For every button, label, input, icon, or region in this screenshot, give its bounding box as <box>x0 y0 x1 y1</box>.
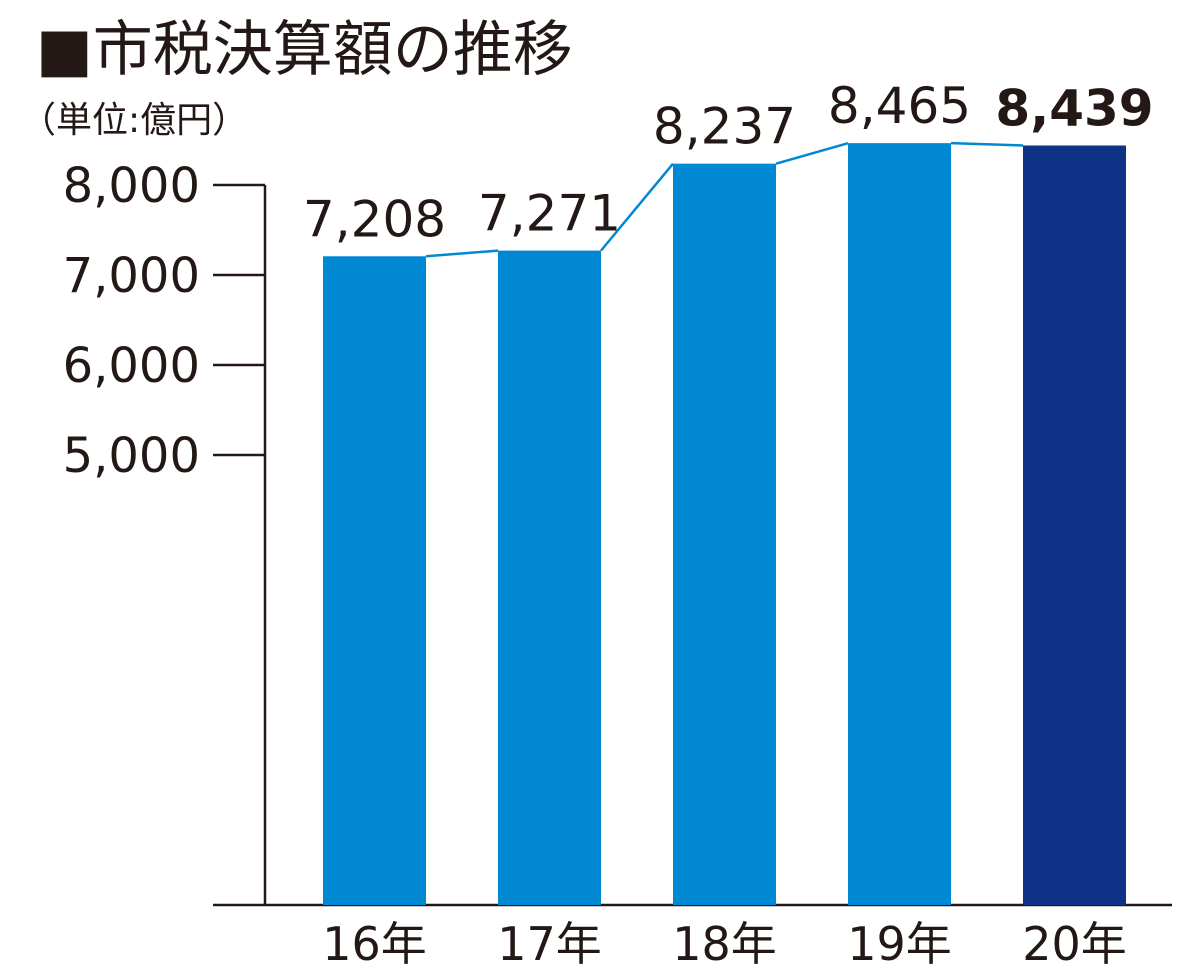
data-label: 7,271 <box>478 185 621 243</box>
data-label: 7,208 <box>303 190 446 248</box>
bar <box>1023 145 1126 906</box>
x-tick-label: 17年 <box>497 917 602 971</box>
data-label: 8,439 <box>995 79 1153 137</box>
y-tick-label: 7,000 <box>63 248 200 304</box>
y-tick-label: 6,000 <box>63 338 200 394</box>
axis-layer: 5,000 6,000 7,000 8,000 <box>63 158 1172 907</box>
label-layer: 16年 7,208 17年 7,271 18年 8,237 19年 8,465 20年 8,439 <box>303 77 1154 971</box>
y-tick-label: 8,000 <box>63 158 200 214</box>
bar <box>673 163 776 906</box>
bar <box>323 256 426 905</box>
data-label: 8,465 <box>828 77 971 135</box>
chart-title: ■市税決算額の推移 <box>36 15 573 85</box>
bar <box>498 250 601 906</box>
bar <box>848 143 951 905</box>
x-tick-label: 20年 <box>1022 917 1127 971</box>
unit-label: （単位:億円） <box>20 100 248 141</box>
y-tick-label: 5,000 <box>63 428 200 484</box>
x-tick-label: 19年 <box>847 917 952 971</box>
x-tick-label: 18年 <box>672 917 777 971</box>
bar-layer <box>323 143 1126 906</box>
data-label: 8,237 <box>653 98 796 156</box>
x-tick-label: 16年 <box>322 917 427 971</box>
